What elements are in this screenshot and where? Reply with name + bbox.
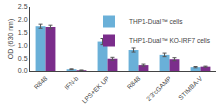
svg-text:THP1-Dual™ cells: THP1-Dual™ cells: [129, 18, 183, 25]
svg-text:2.5: 2.5: [18, 3, 28, 10]
svg-text:0.0: 0.0: [18, 67, 28, 74]
svg-text:R848: R848: [33, 74, 49, 90]
svg-text:0.5: 0.5: [18, 55, 28, 62]
svg-text:1.5: 1.5: [18, 29, 28, 36]
svg-text:R848: R848: [126, 74, 142, 90]
svg-text:1.0: 1.0: [18, 42, 28, 49]
svg-text:2'3'cGAMP: 2'3'cGAMP: [145, 75, 173, 103]
svg-text:STIMBA-V: STIMBA-V: [177, 74, 204, 101]
svg-text:OD (630 nm): OD (630 nm): [7, 19, 15, 59]
svg-text:IFN-b: IFN-b: [63, 74, 80, 91]
svg-text:2.0: 2.0: [18, 16, 28, 23]
svg-text:LPS+EK UP: LPS+EK UP: [80, 75, 110, 105]
svg-text:THP1-Dual™ KO-IRF7 cells: THP1-Dual™ KO-IRF7 cells: [129, 37, 211, 44]
